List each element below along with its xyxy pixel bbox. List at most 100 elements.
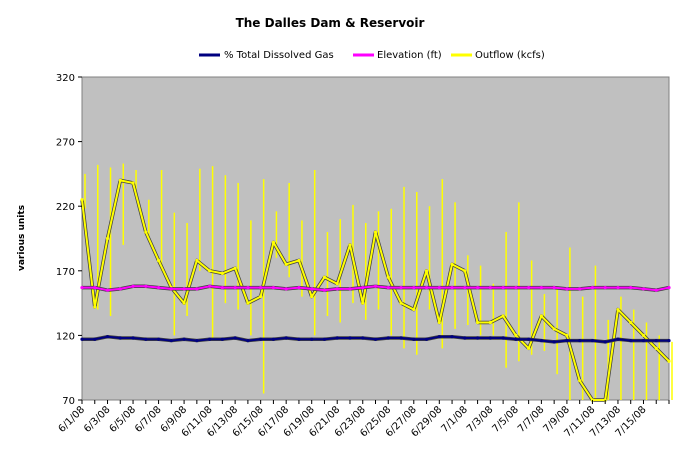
dissolved-gas-point [93,337,97,341]
dissolved-gas-point [271,337,276,341]
elevation-point [450,285,454,290]
elevation-point [233,285,237,290]
outflow-point [310,295,314,299]
x-tick-label-0: 6/1/08 [57,404,88,435]
dissolved-gas-point [233,336,237,340]
dissolved-gas-point [590,338,595,343]
elevation-point [437,285,441,290]
dissolved-gas-point [539,338,543,343]
dissolved-gas-point [552,340,556,344]
elevation-point [271,285,276,290]
outflow-point [348,243,352,247]
legend-label-gas: % Total Dissolved Gas [224,50,334,61]
y-tick-label-3: 220 [56,202,75,213]
outflow-point [131,181,135,185]
outflow-point [667,359,671,363]
x-tick-label-18: 7/7/08 [516,404,547,435]
dissolved-gas-point [463,336,467,340]
outflow-point [144,230,148,234]
elevation-point [297,285,301,290]
elevation-point [424,285,429,290]
outflow-point [412,307,416,312]
elevation-point [335,287,339,291]
legend-label-outflow: Outflow (kcfs) [475,50,545,61]
outflow-point [118,178,122,182]
outflow-point [182,301,186,305]
y-axis-label: various units [17,205,27,271]
dissolved-gas-point [182,337,186,341]
elevation-point [169,287,173,291]
dissolved-gas-point [475,336,480,340]
dissolved-gas-point [386,336,390,340]
dissolved-gas-point [501,336,505,340]
elevation-point [284,287,288,291]
outflow-point [641,333,646,337]
outflow-point [488,320,492,325]
outflow-point [475,320,480,325]
outflow-point [93,305,97,309]
elevation-point [463,285,467,290]
elevation-point [208,284,212,288]
elevation-point [93,285,97,290]
outflow-point [195,258,199,263]
outflow-point [259,295,263,299]
elevation-point [514,285,518,290]
dissolved-gas-point [335,336,339,340]
outflow-point [246,301,250,305]
dissolved-gas-point [424,337,429,341]
outflow-point [271,240,276,244]
elevation-point [386,285,390,290]
outflow-point [654,346,658,350]
elevation-point [603,285,607,290]
outflow-point [450,262,454,266]
elevation-point [182,287,186,291]
elevation-point [654,288,658,292]
dissolved-gas-point [259,337,263,341]
legend-label-elevation: Elevation (ft) [377,50,442,61]
dissolved-gas-point [322,337,327,341]
dissolved-gas-point [565,338,569,343]
dissolved-gas-point [437,335,441,339]
dissolved-gas-point [667,338,671,343]
outflow-point [361,301,365,305]
dissolved-gas-point [578,338,582,343]
y-tick-label-2: 170 [56,267,75,278]
elevation-point [156,285,161,290]
x-tick-label-16: 7/3/08 [465,404,496,435]
outflow-point [233,266,237,270]
elevation-point [348,287,352,291]
dissolved-gas-point [208,337,212,341]
elevation-point [195,287,199,291]
dissolved-gas-point [105,335,110,339]
dissolved-gas-point [514,337,518,341]
dissolved-gas-point [488,336,492,340]
x-tick-label-3: 6/7/08 [133,404,164,435]
outflow-point [527,346,531,350]
elevation-point [131,284,135,288]
outflow-point [565,333,569,337]
y-tick-label-1: 120 [56,331,75,342]
elevation-point [552,285,556,290]
y-axis: 70 120 170 220 270 320 [56,73,82,407]
dissolved-gas-point [80,337,84,341]
outflow-point [539,314,543,318]
dissolved-gas-point [616,337,620,341]
elevation-point [565,287,569,291]
elevation-point [527,285,531,290]
elevation-point [144,284,148,288]
y-tick-label-5: 320 [56,73,75,84]
outflow-point [80,198,84,202]
dissolved-gas-point [220,337,224,341]
x-tick-label-17: 7/5/08 [490,404,521,435]
elevation-point [475,285,480,290]
dissolved-gas-point [450,335,454,339]
outflow-point [578,379,582,383]
dissolved-gas-point [297,337,301,341]
elevation-point [310,287,314,291]
legend: % Total Dissolved Gas Elevation (ft) Out… [199,50,545,61]
dissolved-gas-point [118,336,122,340]
elevation-point [399,285,403,290]
outflow-point [373,230,378,234]
outflow-point [284,262,288,266]
